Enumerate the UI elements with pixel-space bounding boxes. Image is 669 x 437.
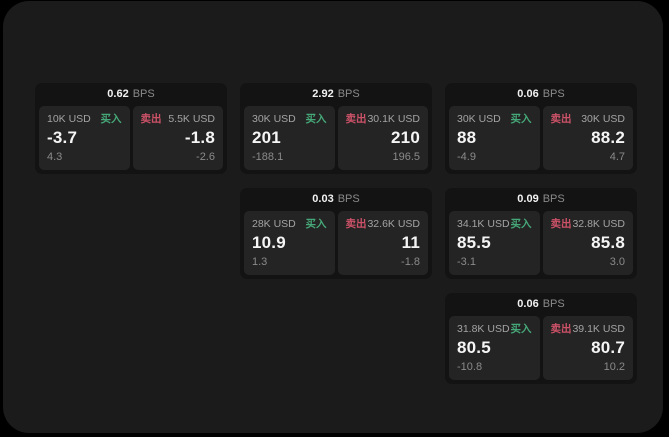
spread-header: 2.92 BPS xyxy=(240,83,432,106)
buy-quote-tile[interactable]: 30K USD 买入 88 -4.9 xyxy=(449,106,540,170)
spread-value: 2.92 xyxy=(312,88,334,100)
buy-price: -3.7 xyxy=(47,127,78,147)
sell-button[interactable]: 卖出 xyxy=(345,113,367,125)
sell-price: -1.8 xyxy=(184,127,215,147)
sell-price: 85.8 xyxy=(591,232,625,252)
buy-button[interactable]: 买入 xyxy=(510,218,532,230)
buy-price: 85.5 xyxy=(457,232,491,252)
buy-amount: 10K USD xyxy=(47,113,91,125)
quote-card-1: 0.62 BPS 10K USD 买入 -3.7 4.3 卖出 5.5K USD… xyxy=(35,83,227,174)
spread-header: 0.06 BPS xyxy=(445,83,637,106)
sell-quote-tile[interactable]: 卖出 30K USD 88.2 4.7 xyxy=(542,106,633,170)
buy-delta: -188.1 xyxy=(252,151,284,164)
quote-card-5: 0.09 BPS 34.1K USD 买入 85.5 -3.1 卖出 32.8K… xyxy=(445,188,637,279)
sell-amount: 39.1K USD xyxy=(572,323,625,335)
buy-button[interactable]: 买入 xyxy=(305,113,327,125)
sell-price: 210 xyxy=(391,127,420,147)
buy-price: 10.9 xyxy=(252,232,286,252)
sell-amount: 32.6K USD xyxy=(367,218,420,230)
buy-amount: 34.1K USD xyxy=(457,218,510,230)
sell-quote-tile[interactable]: 卖出 32.6K USD 11 -1.8 xyxy=(337,211,428,275)
quote-body: 28K USD 买入 10.9 1.3 卖出 32.6K USD 11 -1.8 xyxy=(240,211,432,275)
spread-value: 0.06 xyxy=(517,88,539,100)
buy-button[interactable]: 买入 xyxy=(510,323,532,335)
buy-amount: 31.8K USD xyxy=(457,323,510,335)
buy-quote-tile[interactable]: 34.1K USD 买入 85.5 -3.1 xyxy=(449,211,540,275)
buy-delta: -3.1 xyxy=(457,256,476,269)
sell-delta: 3.0 xyxy=(609,256,625,269)
spread-value: 0.06 xyxy=(517,298,539,310)
sell-delta: 10.2 xyxy=(603,361,625,374)
sell-amount: 30K USD xyxy=(581,113,625,125)
spread-header: 0.09 BPS xyxy=(445,188,637,211)
buy-amount: 28K USD xyxy=(252,218,296,230)
quote-card-2: 2.92 BPS 30K USD 买入 201 -188.1 卖出 30.1K … xyxy=(240,83,432,174)
sell-price: 88.2 xyxy=(591,127,625,147)
buy-price: 201 xyxy=(252,127,281,147)
sell-button[interactable]: 卖出 xyxy=(345,218,367,230)
buy-quote-tile[interactable]: 31.8K USD 买入 80.5 -10.8 xyxy=(449,316,540,380)
buy-price: 88 xyxy=(457,127,477,147)
buy-delta: 4.3 xyxy=(47,151,63,164)
spread-unit-label: BPS xyxy=(542,193,565,205)
sell-quote-tile[interactable]: 卖出 39.1K USD 80.7 10.2 xyxy=(542,316,633,380)
buy-button[interactable]: 买入 xyxy=(100,113,122,125)
sell-amount: 32.8K USD xyxy=(572,218,625,230)
spread-unit-label: BPS xyxy=(132,88,155,100)
quote-card-3: 0.06 BPS 30K USD 买入 88 -4.9 卖出 30K USD 8… xyxy=(445,83,637,174)
buy-quote-tile[interactable]: 30K USD 买入 201 -188.1 xyxy=(244,106,335,170)
spread-value: 0.03 xyxy=(312,193,334,205)
sell-delta: -1.8 xyxy=(401,256,420,269)
quote-body: 30K USD 买入 88 -4.9 卖出 30K USD 88.2 4.7 xyxy=(445,106,637,170)
app-panel: 0.62 BPS 10K USD 买入 -3.7 4.3 卖出 5.5K USD… xyxy=(3,1,663,433)
buy-button[interactable]: 买入 xyxy=(510,113,532,125)
buy-quote-tile[interactable]: 28K USD 买入 10.9 1.3 xyxy=(244,211,335,275)
quote-card-6: 0.06 BPS 31.8K USD 买入 80.5 -10.8 卖出 39.1… xyxy=(445,293,637,384)
buy-button[interactable]: 买入 xyxy=(305,218,327,230)
spread-unit-label: BPS xyxy=(337,88,360,100)
sell-amount: 5.5K USD xyxy=(168,113,215,125)
buy-price: 80.5 xyxy=(457,337,491,357)
spread-header: 0.62 BPS xyxy=(35,83,227,106)
quote-body: 30K USD 买入 201 -188.1 卖出 30.1K USD 210 1… xyxy=(240,106,432,170)
buy-quote-tile[interactable]: 10K USD 买入 -3.7 4.3 xyxy=(39,106,130,170)
buy-amount: 30K USD xyxy=(457,113,501,125)
buy-delta: -4.9 xyxy=(457,151,476,164)
quote-body: 10K USD 买入 -3.7 4.3 卖出 5.5K USD -1.8 -2.… xyxy=(35,106,227,170)
buy-delta: -10.8 xyxy=(457,361,483,374)
spread-header: 0.06 BPS xyxy=(445,293,637,316)
sell-button[interactable]: 卖出 xyxy=(550,113,572,125)
sell-delta: 196.5 xyxy=(392,151,420,164)
spread-unit-label: BPS xyxy=(337,193,360,205)
buy-delta: 1.3 xyxy=(252,256,268,269)
sell-delta: 4.7 xyxy=(609,151,625,164)
sell-button[interactable]: 卖出 xyxy=(550,323,572,335)
sell-button[interactable]: 卖出 xyxy=(550,218,572,230)
sell-quote-tile[interactable]: 卖出 5.5K USD -1.8 -2.6 xyxy=(132,106,223,170)
quote-card-4: 0.03 BPS 28K USD 买入 10.9 1.3 卖出 32.6K US… xyxy=(240,188,432,279)
sell-quote-tile[interactable]: 卖出 32.8K USD 85.8 3.0 xyxy=(542,211,633,275)
sell-amount: 30.1K USD xyxy=(367,113,420,125)
sell-delta: -2.6 xyxy=(196,151,215,164)
quote-body: 31.8K USD 买入 80.5 -10.8 卖出 39.1K USD 80.… xyxy=(445,316,637,380)
buy-amount: 30K USD xyxy=(252,113,296,125)
spread-header: 0.03 BPS xyxy=(240,188,432,211)
sell-quote-tile[interactable]: 卖出 30.1K USD 210 196.5 xyxy=(337,106,428,170)
sell-button[interactable]: 卖出 xyxy=(140,113,162,125)
spread-value: 0.62 xyxy=(107,88,129,100)
sell-price: 80.7 xyxy=(591,337,625,357)
spread-unit-label: BPS xyxy=(542,298,565,310)
sell-price: 11 xyxy=(401,232,420,252)
spread-unit-label: BPS xyxy=(542,88,565,100)
spread-value: 0.09 xyxy=(517,193,539,205)
quote-body: 34.1K USD 买入 85.5 -3.1 卖出 32.8K USD 85.8… xyxy=(445,211,637,275)
